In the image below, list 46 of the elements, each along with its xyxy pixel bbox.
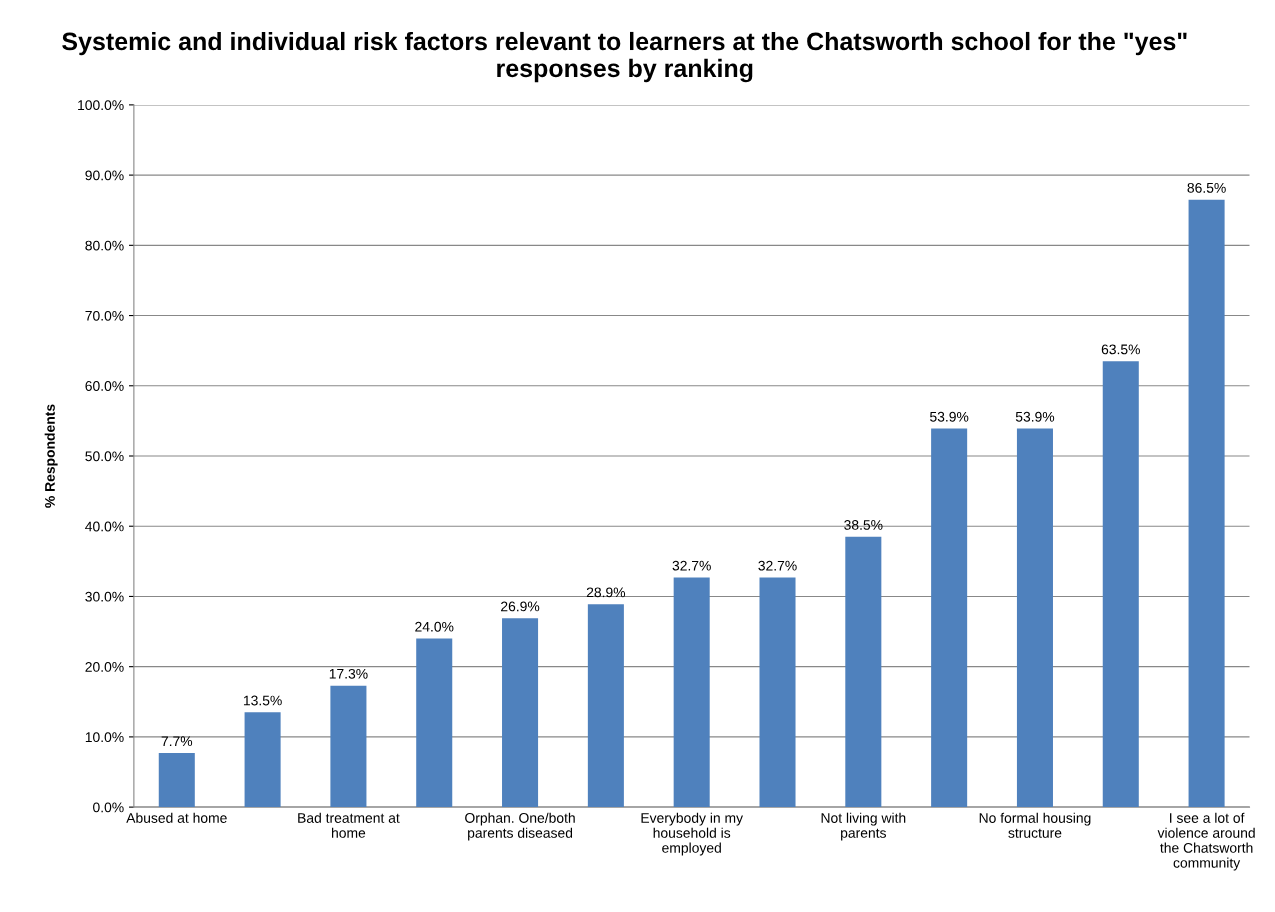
data-label: 13.5%	[243, 695, 282, 706]
chart-title: Systemic and individual risk factors relevant to learners at the Chatsworth school for the "yes" responses by ranking	[62, 31, 1187, 83]
data-label: 28.9%	[586, 587, 626, 598]
x-tick-label: Orphan. One/both parents diseased	[465, 812, 575, 841]
data-label: 38.5%	[844, 520, 883, 530]
x-tick-label: Bad treatment at home	[298, 812, 400, 838]
y-tick-label: 30.0%	[85, 591, 124, 602]
data-label: 86.5%	[1187, 182, 1226, 193]
bar	[1016, 428, 1053, 808]
data-label: 53.9%	[930, 411, 969, 422]
bar	[244, 712, 281, 808]
bar	[759, 577, 796, 808]
data-label: 32.7%	[758, 560, 797, 571]
data-label: 7.7%	[161, 736, 193, 747]
y-tick-label: 40.0%	[85, 521, 124, 532]
bar	[502, 618, 539, 808]
y-tick-label: 50.0%	[85, 451, 124, 462]
data-label: 53.9%	[1015, 411, 1055, 422]
x-tick-label: No formal housing structure	[979, 812, 1091, 838]
x-tick-label: Abused at home	[126, 812, 227, 823]
bar	[158, 753, 195, 808]
data-label: 32.7%	[672, 560, 711, 571]
bar	[587, 604, 624, 808]
bar	[416, 638, 453, 808]
y-tick-label: 80.0%	[85, 240, 124, 251]
bar	[931, 428, 968, 808]
y-tick-label: 90.0%	[85, 170, 124, 181]
x-tick-label: Everybody in my household is employed	[641, 812, 743, 856]
y-tick-label: 70.0%	[85, 310, 124, 321]
y-tick-label: 0.0%	[93, 802, 124, 813]
bar	[1188, 199, 1225, 808]
bar	[845, 536, 882, 808]
data-label: 17.3%	[329, 668, 368, 679]
y-axis-title: % Respondents	[44, 404, 58, 508]
data-label: 24.0%	[415, 621, 454, 632]
bar	[1102, 361, 1139, 808]
y-tick-label: 20.0%	[85, 662, 124, 672]
y-tick-label: 60.0%	[85, 381, 124, 391]
x-tick-label: I see a lot of violence around the Chatsworth community	[1157, 812, 1255, 871]
data-label: 63.5%	[1101, 344, 1140, 355]
bar	[673, 577, 710, 808]
data-label: 26.9%	[501, 601, 540, 612]
y-tick-label: 100.0%	[78, 100, 124, 111]
y-tick-label: 10.0%	[85, 732, 124, 743]
x-tick-label: Not living with parents	[821, 812, 906, 841]
bar	[330, 685, 367, 808]
